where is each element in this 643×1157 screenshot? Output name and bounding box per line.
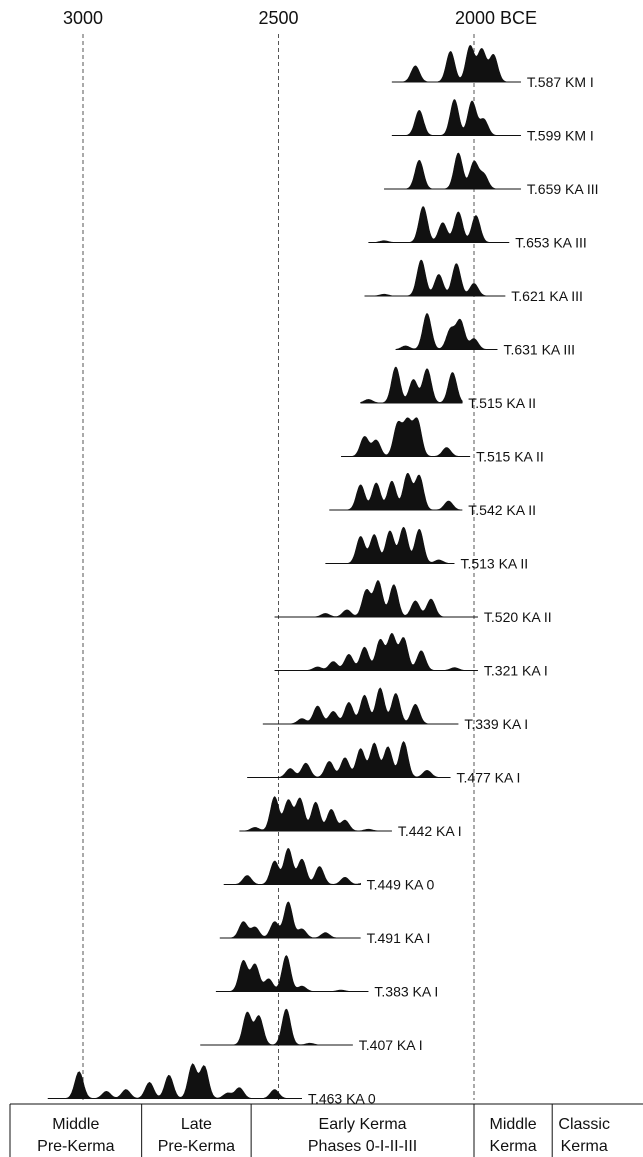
sample-label: T.407 KA I: [359, 1037, 423, 1053]
period-label: Kerma: [561, 1138, 608, 1155]
period-label: Phases 0-I-II-III: [308, 1138, 417, 1155]
reference-lines: [82, 34, 475, 1100]
probability-distribution: [391, 44, 521, 83]
distribution-row: T.463 KA 0: [47, 1063, 376, 1107]
probability-distribution: [274, 633, 478, 671]
x-tick-label: 3000: [63, 8, 103, 28]
distribution-row: T.587 KM I: [391, 44, 594, 90]
probability-distribution: [395, 313, 498, 350]
probability-distribution: [215, 955, 369, 992]
distribution-row: T.442 KA I: [239, 796, 462, 839]
sample-label: T.449 KA 0: [367, 877, 435, 893]
period-label: Early Kerma: [319, 1116, 407, 1133]
sample-label: T.321 KA I: [484, 663, 548, 679]
period-label: Late: [181, 1116, 212, 1133]
sample-label: T.477 KA I: [457, 770, 521, 786]
distribution-row: T.515 KA II: [341, 417, 544, 465]
axis-ticks: 3000 2500 2000 BCE: [63, 8, 537, 28]
probability-distribution: [364, 259, 506, 297]
period-label: Pre-Kerma: [37, 1138, 114, 1155]
probability-distribution: [391, 99, 521, 136]
sample-label: T.621 KA III: [511, 288, 583, 304]
x-tick-label: 2500: [258, 8, 298, 28]
probability-distribution: [325, 526, 455, 564]
period-label: Classic: [558, 1116, 610, 1133]
sample-label: T.513 KA II: [460, 556, 528, 572]
period-label: Middle: [490, 1116, 537, 1133]
sample-label: T.542 KA II: [468, 502, 536, 518]
probability-distribution: [341, 417, 471, 457]
distribution-row: T.520 KA II: [274, 580, 552, 625]
distribution-row: T.653 KA III: [368, 206, 587, 251]
probability-distribution: [47, 1063, 302, 1099]
distribution-row: T.491 KA I: [219, 901, 431, 946]
sample-label: T.653 KA III: [515, 235, 587, 251]
sample-label: T.339 KA I: [464, 716, 528, 732]
distribution-row: T.599 KM I: [391, 99, 594, 144]
distribution-row: T.407 KA I: [200, 1008, 423, 1053]
sample-label: T.587 KM I: [527, 74, 594, 90]
distribution-row: T.542 KA II: [329, 472, 536, 518]
period-label: Middle: [52, 1116, 99, 1133]
sample-label: T.463 KA 0: [308, 1091, 376, 1107]
sample-label: T.491 KA I: [367, 930, 431, 946]
probability-distribution: [384, 152, 521, 190]
x-tick-label: 2000 BCE: [455, 8, 537, 28]
probability-distribution: [200, 1008, 353, 1046]
distribution-row: T.383 KA I: [215, 955, 438, 1000]
sample-label: T.515 KA II: [468, 395, 536, 411]
probability-distribution: [219, 901, 361, 939]
distribution-row: T.477 KA I: [247, 741, 521, 786]
probability-distribution: [368, 206, 510, 243]
sample-label: T.631 KA III: [503, 342, 575, 358]
distribution-row: T.513 KA II: [325, 526, 528, 572]
distribution-row: T.449 KA 0: [223, 848, 435, 893]
probability-distribution: [262, 687, 459, 725]
probability-distribution: [223, 848, 361, 885]
distribution-row: T.339 KA I: [262, 687, 528, 732]
period-bar: Middle Pre-Kerma Late Pre-Kerma Early Kerma P…: [9, 1103, 643, 1157]
distribution-row: T.621 KA III: [364, 259, 583, 304]
period-label: Kerma: [490, 1138, 537, 1155]
sample-label: T.520 KA II: [484, 609, 552, 625]
probability-distribution: [274, 580, 478, 618]
sample-label: T.383 KA I: [374, 984, 438, 1000]
probability-distribution: [329, 472, 463, 511]
period-label: Pre-Kerma: [158, 1138, 235, 1155]
probability-distribution: [360, 366, 463, 404]
distribution-row: T.321 KA I: [274, 633, 548, 679]
distribution-row: T.659 KA III: [384, 152, 599, 197]
probability-distribution: [239, 796, 392, 832]
sample-label: T.599 KM I: [527, 128, 594, 144]
sample-label: T.659 KA III: [527, 181, 599, 197]
sample-label: T.515 KA II: [476, 449, 544, 465]
sample-label: T.442 KA I: [398, 823, 462, 839]
distribution-row: T.515 KA II: [360, 366, 536, 411]
distribution-row: T.631 KA III: [395, 313, 575, 358]
distribution-rows: T.587 KM I T.599 KM I T.659 KA III T.653 KA…: [47, 44, 599, 1107]
probability-distribution: [247, 741, 451, 778]
